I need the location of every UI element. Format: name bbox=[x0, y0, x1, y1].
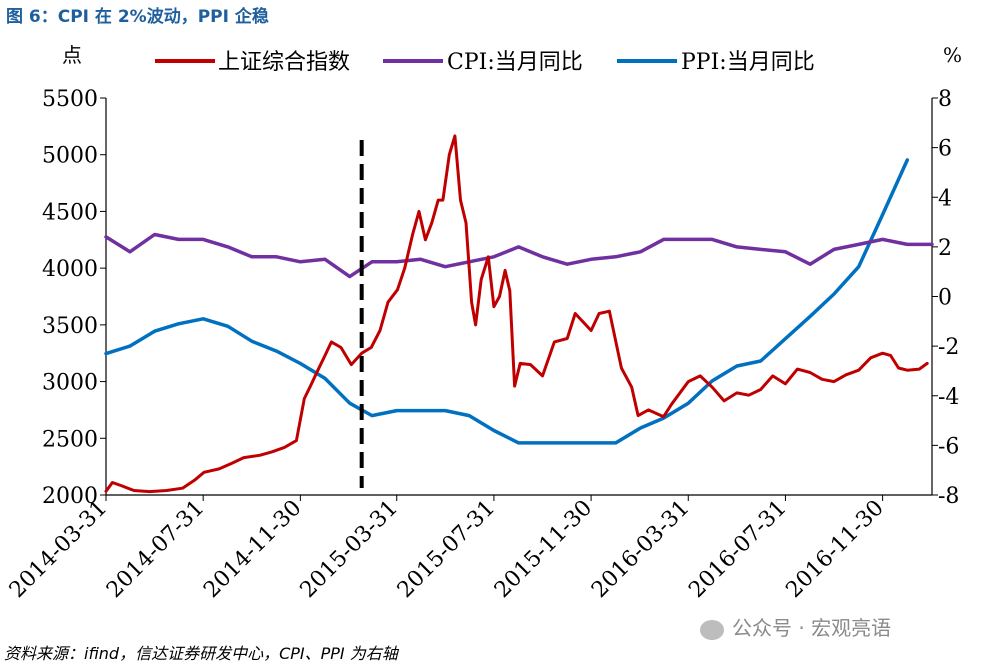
left-tick-label: 2000 bbox=[42, 484, 98, 509]
series-line-shanghai bbox=[104, 134, 929, 494]
right-tick-label: 6 bbox=[938, 137, 952, 162]
left-tick-label: 2500 bbox=[42, 427, 98, 452]
x-tick-label: 2014-03-31 bbox=[5, 496, 112, 603]
left-tick-label: 5500 bbox=[42, 87, 98, 112]
x-tick-label: 2015-11-30 bbox=[490, 496, 597, 603]
right-axis-unit: % bbox=[943, 43, 962, 67]
source-note: 资料来源：ifind，信达证券研发中心，CPI、PPI 为右轴 bbox=[4, 644, 398, 663]
x-tick-label: 2015-07-31 bbox=[393, 496, 500, 603]
left-y-axis: 5500 5000 4500 4000 3500 3000 2500 2000 bbox=[42, 87, 106, 509]
x-tick-label: 2016-11-30 bbox=[781, 496, 888, 603]
left-tick-label: 3500 bbox=[42, 314, 98, 339]
x-tick-label: 2014-11-30 bbox=[199, 496, 306, 603]
right-tick-label: -8 bbox=[938, 484, 959, 509]
legend-label-ppi: PPI:当月同比 bbox=[681, 50, 815, 75]
right-tick-label: -6 bbox=[938, 434, 959, 459]
right-tick-label: 2 bbox=[938, 236, 952, 261]
plot-area bbox=[104, 134, 934, 494]
x-tick-label: 2016-03-31 bbox=[587, 496, 694, 603]
x-axis: 2014-03-312014-07-312014-11-302015-03-31… bbox=[5, 495, 889, 603]
series-line-ppi bbox=[104, 158, 910, 445]
legend-label-cpi: CPI:当月同比 bbox=[447, 50, 583, 75]
left-tick-label: 3000 bbox=[42, 371, 98, 396]
watermark: 公众号 · 宏观亮语 bbox=[700, 612, 891, 641]
right-tick-label: 4 bbox=[938, 186, 952, 211]
right-tick-label: 8 bbox=[938, 87, 952, 112]
x-tick-label: 2016-07-31 bbox=[684, 496, 791, 603]
left-tick-label: 5000 bbox=[42, 144, 98, 169]
left-tick-label: 4500 bbox=[42, 200, 98, 225]
wechat-icon bbox=[700, 619, 724, 640]
right-y-axis: 8 6 4 2 0 -2 -4 -6 -8 bbox=[932, 87, 959, 509]
right-tick-label: 0 bbox=[938, 286, 952, 311]
right-tick-label: -4 bbox=[938, 385, 959, 410]
legend-label-shanghai: 上证综合指数 bbox=[218, 50, 350, 75]
figure-title: 图 6：CPI 在 2%波动，PPI 企稳 bbox=[6, 7, 269, 27]
left-tick-label: 4000 bbox=[42, 257, 98, 282]
right-tick-label: -2 bbox=[938, 335, 959, 360]
watermark-text: 公众号 · 宏观亮语 bbox=[732, 616, 892, 640]
x-tick-label: 2015-03-31 bbox=[296, 496, 403, 603]
left-axis-unit: 点 bbox=[62, 43, 82, 67]
legend: 上证综合指数 CPI:当月同比 PPI:当月同比 bbox=[155, 50, 815, 75]
axes bbox=[105, 98, 933, 496]
x-tick-label: 2014-07-31 bbox=[102, 496, 209, 603]
series-line-cpi bbox=[104, 232, 934, 279]
